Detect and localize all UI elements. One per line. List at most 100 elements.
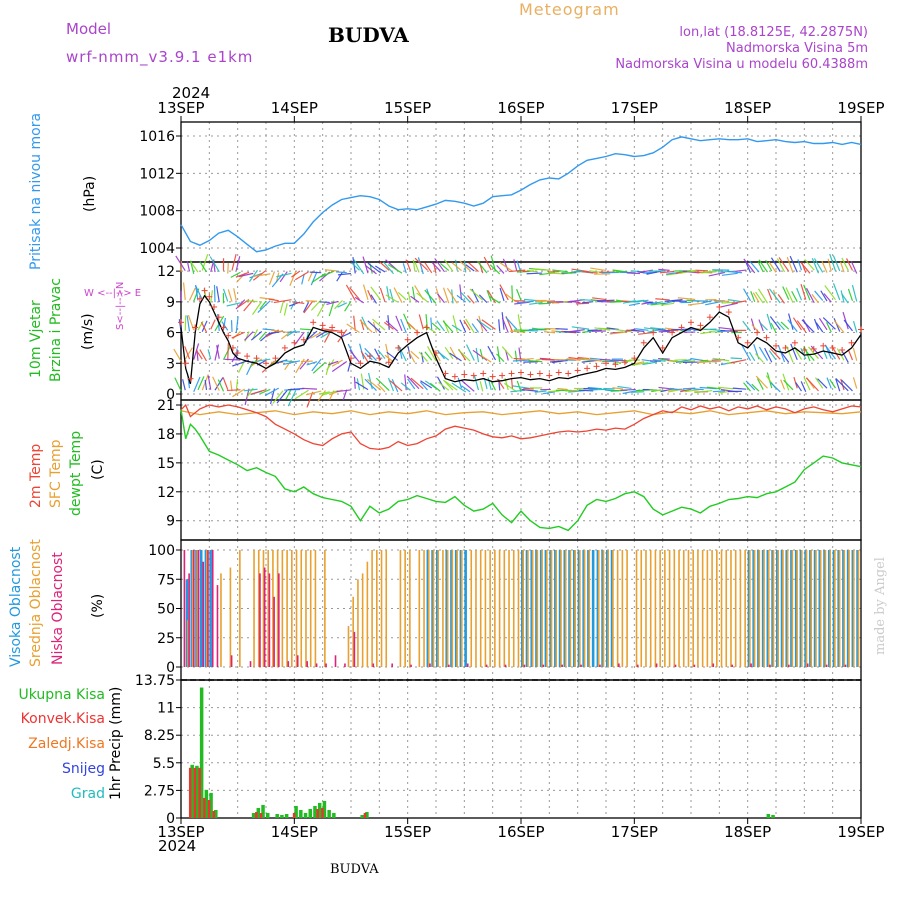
wind-arrow [377,349,386,359]
cloud-mid-bar [206,550,208,667]
cloud-mid-bar [801,550,803,667]
cloud-mid-bar [267,550,269,667]
cloud-high-bar [436,550,439,667]
cloud-mid-bar [503,550,506,667]
cloud-low-bar [542,664,545,667]
wind-arrow [299,358,309,370]
wind-arrow [667,389,679,393]
wind-arrow [444,346,454,360]
wind-arrow [780,321,790,330]
cloud-mid-bar [357,579,359,667]
wind-arrow [487,345,497,361]
cloud-mid-bar [286,550,288,667]
wind-arrow [526,269,539,273]
wind-arrow [410,295,420,303]
wind-arrow [510,377,514,390]
wind-arrow [783,379,794,391]
cloud-high-bar [530,550,534,667]
cloud-mid-bar [579,550,581,667]
precip-total-bar [190,764,194,818]
wind-arrow [795,382,802,392]
wind-arrow [481,319,496,330]
wind-arrow [483,256,492,271]
wind-arrow [460,291,471,303]
wind-arrow [845,258,854,271]
cloud-mid-bar [314,550,317,667]
wind-arrow [839,261,845,273]
wind-arrow [516,288,522,301]
wind-arrow [777,294,785,304]
wind-arrow [420,380,433,389]
wind-arrow [701,300,713,304]
wind-arrow [255,358,271,362]
wind-arrow [407,378,416,390]
wind-arrow [813,318,820,330]
precip-convective-bar [203,797,206,818]
wind-arrow [609,300,624,303]
cloud-low-bar [273,596,275,667]
wind-arrow [393,287,403,303]
cloud-mid-bar [527,550,529,667]
panel-frame [180,679,862,819]
x-tick-label-bottom: 18SEP [724,823,771,841]
x-tick-label-top: 13SEP [157,99,204,117]
x-tick-label-bottom: 19SEP [837,823,884,841]
wind-arrow [499,284,509,301]
cloud-mid-bar [824,550,827,667]
wind-arrow [552,269,568,273]
wind-arrow [677,297,696,301]
wind-arrow [705,301,721,306]
cloud-mid-bar [857,550,860,667]
cloud-mid-bar [749,550,751,667]
wind-arrow [743,288,752,302]
precip-total-bar [251,812,256,818]
cloud-low-bar [202,561,205,667]
cloud-mid-bar [758,550,761,667]
wind-arrow [437,293,445,304]
wind-arrow [411,286,416,301]
wind-arrow [498,319,501,332]
wind-arrow [475,347,480,363]
cloud-low-bar [296,655,299,667]
y-tick-label: 9 [166,295,175,311]
cloud-high-bar [856,550,859,667]
cloud-high-bar [544,550,548,667]
cloud-mid-bar [753,550,756,667]
cloud-low-bar [655,663,658,667]
wind-arrow [221,321,229,331]
wind-arrow [268,271,276,285]
legend-total: Ukupna Kisa [18,687,105,703]
wind-arrow [642,361,658,366]
cloud-mid-bar [536,550,539,667]
wind-arrow [231,254,237,271]
wind-arrow [400,318,407,334]
wind-arrow [496,265,505,274]
wind-arrow [571,326,590,330]
cloud-low-bar [636,664,639,667]
cloud-mid-bar [687,550,690,667]
x-tick-label-top: 15SEP [384,99,431,117]
model-elevation-label: Nadmorska Visina u modelu 60.4388m [615,57,868,72]
wind-arrow [227,289,233,302]
wind-arrow [820,290,828,302]
wind-arrow [478,294,488,304]
meteogram-label: Meteogram [519,0,620,19]
wind-arrow [675,359,692,364]
cloud-mid-bar [276,550,279,667]
wind-arrow [436,320,445,332]
wind-arrow [524,298,539,302]
cloud-low-bar [259,573,261,667]
cloud-mid-bar [664,550,666,667]
wind-arrow [227,343,229,361]
wind-arrow [590,267,607,272]
cloud-low-bar [429,663,431,667]
wind-arrow [354,296,365,304]
y-tick-label: 18 [157,427,175,443]
cloud-high-bar [842,550,845,667]
cloud-high-bar [804,550,807,667]
cloud-low-bar [580,664,582,667]
wind-arrow [424,351,433,361]
wind-arrow [188,287,196,301]
wind-arrow [287,387,305,391]
wind-arrow [759,322,768,331]
